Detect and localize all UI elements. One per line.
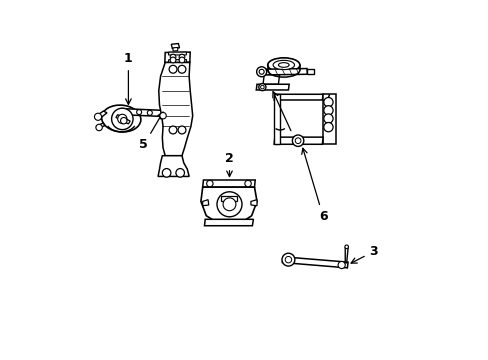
Circle shape <box>179 54 184 60</box>
Circle shape <box>217 192 242 217</box>
Polygon shape <box>306 68 313 74</box>
Polygon shape <box>260 68 307 75</box>
Circle shape <box>323 106 332 115</box>
Circle shape <box>178 126 185 134</box>
Ellipse shape <box>102 105 141 132</box>
Polygon shape <box>274 94 280 144</box>
Text: 6: 6 <box>301 148 327 223</box>
Circle shape <box>285 256 291 263</box>
Polygon shape <box>158 156 189 176</box>
Polygon shape <box>121 109 162 116</box>
Circle shape <box>323 122 332 132</box>
Ellipse shape <box>267 58 299 72</box>
Circle shape <box>295 138 300 144</box>
Circle shape <box>136 110 142 114</box>
Polygon shape <box>250 200 257 206</box>
Circle shape <box>160 112 166 119</box>
Circle shape <box>323 114 332 123</box>
Circle shape <box>323 98 332 107</box>
Polygon shape <box>345 247 347 263</box>
Polygon shape <box>116 114 130 124</box>
Circle shape <box>337 261 345 269</box>
Polygon shape <box>168 60 186 62</box>
Polygon shape <box>164 52 190 63</box>
Polygon shape <box>168 52 186 55</box>
Ellipse shape <box>259 69 264 74</box>
Polygon shape <box>204 219 253 226</box>
Circle shape <box>169 126 177 134</box>
Circle shape <box>244 180 251 187</box>
Circle shape <box>118 114 127 123</box>
Polygon shape <box>263 75 279 84</box>
Circle shape <box>206 180 213 187</box>
Ellipse shape <box>258 84 265 91</box>
Polygon shape <box>221 196 237 202</box>
Circle shape <box>170 54 176 60</box>
Polygon shape <box>256 84 288 90</box>
Polygon shape <box>159 63 192 156</box>
Polygon shape <box>201 187 257 223</box>
Circle shape <box>111 108 133 130</box>
Circle shape <box>147 111 152 115</box>
Text: 4: 4 <box>272 92 300 149</box>
Text: 2: 2 <box>224 152 233 176</box>
Circle shape <box>178 65 185 73</box>
Circle shape <box>179 57 184 63</box>
Circle shape <box>344 245 348 249</box>
Polygon shape <box>274 137 323 144</box>
Polygon shape <box>203 200 208 206</box>
Circle shape <box>121 117 127 124</box>
Circle shape <box>223 198 235 211</box>
Circle shape <box>96 124 102 131</box>
Text: 5: 5 <box>139 112 163 152</box>
Circle shape <box>176 168 184 177</box>
Polygon shape <box>160 112 165 119</box>
Polygon shape <box>95 111 107 118</box>
Circle shape <box>169 65 177 73</box>
Text: 1: 1 <box>124 52 133 104</box>
Circle shape <box>162 168 171 177</box>
Circle shape <box>282 253 294 266</box>
Ellipse shape <box>256 67 266 77</box>
Circle shape <box>94 113 102 120</box>
Polygon shape <box>282 257 347 268</box>
Ellipse shape <box>278 63 288 67</box>
Polygon shape <box>203 180 255 187</box>
Polygon shape <box>323 94 335 144</box>
Ellipse shape <box>272 60 294 69</box>
Polygon shape <box>274 94 323 100</box>
Text: 3: 3 <box>350 245 377 263</box>
Polygon shape <box>173 48 177 51</box>
Circle shape <box>170 57 176 63</box>
Polygon shape <box>96 123 104 129</box>
Circle shape <box>292 135 303 147</box>
Polygon shape <box>171 44 179 49</box>
Ellipse shape <box>260 85 264 89</box>
